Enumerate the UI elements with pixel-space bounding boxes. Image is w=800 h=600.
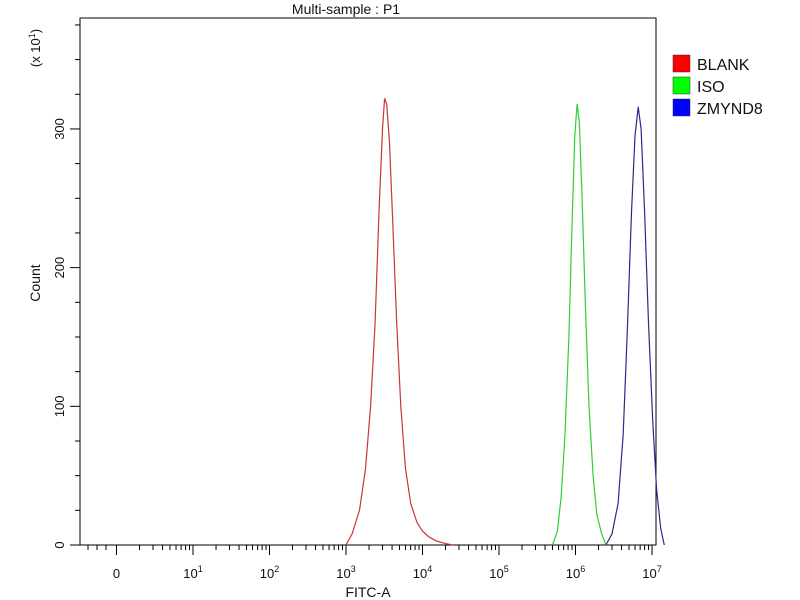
series-line-blank (345, 98, 454, 546)
legend-label-blank: BLANK (697, 57, 750, 74)
legend: BLANK ISO ZMYND8 (672, 54, 763, 118)
x-tick-label: 105 (489, 564, 508, 581)
x-axis: 0 101 102 103 104 105 106 107 (87, 545, 662, 581)
series-layer (345, 98, 665, 546)
y-axis-multiplier: (x 101) (27, 29, 43, 67)
series-line-iso (551, 103, 607, 546)
legend-label-zmynd8: ZMYND8 (697, 101, 763, 118)
legend-swatch-iso (672, 76, 691, 95)
plot-frame (79, 17, 657, 546)
x-axis-title: FITC-A (345, 584, 391, 600)
y-tick-label: 0 (52, 541, 67, 548)
x-tick-label: 106 (566, 564, 585, 581)
y-axis-title: Count (27, 264, 43, 301)
x-tick-label: 103 (336, 564, 355, 581)
legend-label-iso: ISO (697, 79, 725, 96)
legend-swatch-zmynd8 (672, 98, 691, 117)
x-tick-label: 107 (642, 564, 661, 581)
y-tick-label: 300 (52, 118, 67, 140)
y-axis: 0 100 200 300 (52, 24, 80, 549)
x-tick-label: 0 (113, 566, 120, 581)
x-tick-label: 104 (413, 564, 432, 581)
series-line-zmynd8 (605, 106, 665, 546)
chart-title: Multi-sample : P1 (292, 1, 400, 17)
legend-swatch-blank (672, 54, 691, 73)
x-tick-label: 102 (260, 564, 279, 581)
y-tick-label: 200 (52, 257, 67, 279)
x-tick-label: 101 (183, 564, 202, 581)
y-tick-label: 100 (52, 395, 67, 417)
